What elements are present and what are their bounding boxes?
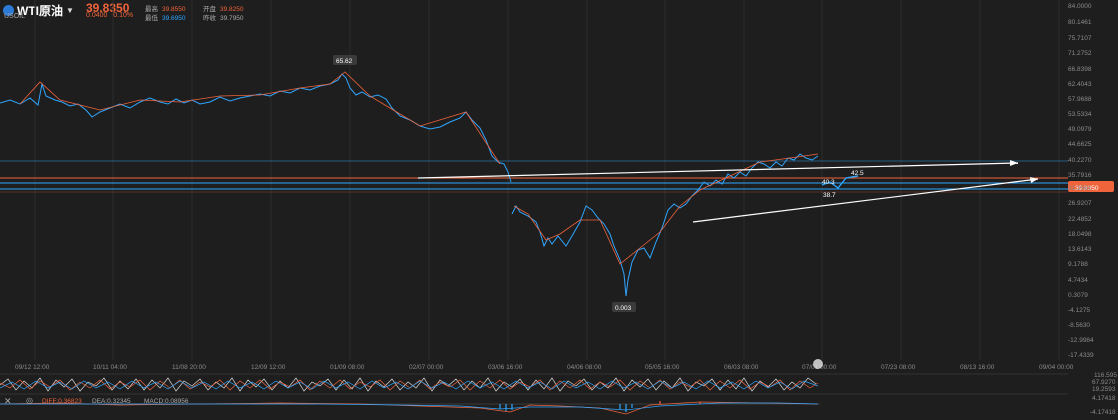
arrowhead-icon xyxy=(1010,160,1018,166)
symbol-selector[interactable]: WTI原油 ▼ xyxy=(3,2,74,19)
stat-prev: 昨收 39.7950 xyxy=(203,15,244,22)
price-tick: 35.7916 xyxy=(1068,172,1092,179)
mark-c: 42.5 xyxy=(851,170,864,177)
stat-low: 最低 39.6950 xyxy=(145,15,186,22)
trendline-upper[interactable] xyxy=(417,162,1019,179)
time-tick: 02/07 00:00 xyxy=(409,364,444,371)
kdj-line xyxy=(0,380,819,390)
time-tick: 12/09 12:00 xyxy=(251,364,286,371)
price-tick: 4.7434 xyxy=(1068,277,1088,284)
macd-tick: -4.17418 xyxy=(1090,409,1116,416)
price-tick: 75.7107 xyxy=(1068,35,1092,42)
time-tick: 08/13 16:00 xyxy=(960,364,995,371)
indicator-tick: 116.595 xyxy=(1094,372,1117,379)
price-tick: 44.6625 xyxy=(1068,141,1092,148)
trendline-lower[interactable] xyxy=(692,178,1039,223)
change-percent: 0.10% xyxy=(113,12,134,19)
time-tick: 04/06 08:00 xyxy=(567,364,602,371)
price-tick: 53.5334 xyxy=(1068,111,1092,118)
macd-value: MACD:0.08956 xyxy=(144,398,189,405)
kdj-line xyxy=(0,377,817,392)
current-price-value: 39.8350 xyxy=(1075,185,1099,192)
price-tick: -8.5630 xyxy=(1068,322,1090,329)
price-tick: -12.9984 xyxy=(1068,337,1094,344)
price-tick: 0.3079 xyxy=(1068,292,1088,299)
price-tick: 84.0000 xyxy=(1068,3,1092,10)
stat-high: 最高 39.8550 xyxy=(145,6,186,13)
last-price: 39.8350 xyxy=(86,1,130,15)
price-tick: 9.1788 xyxy=(1068,261,1088,268)
stat-open: 开盘 39.8250 xyxy=(203,6,244,13)
price-tick: 13.6143 xyxy=(1068,246,1092,253)
price-tick: 40.2270 xyxy=(1068,157,1092,164)
time-tick: 01/09 08:00 xyxy=(330,364,365,371)
price-tick: 18.0498 xyxy=(1068,231,1092,238)
time-tick: 03/06 16:00 xyxy=(488,364,523,371)
eye-icon[interactable]: ◎ xyxy=(26,396,33,405)
time-tick: 06/03 08:00 xyxy=(724,364,759,371)
price-axis: 84.0000 80.1461 75.7107 71.2752 66.8398 … xyxy=(1068,3,1094,359)
time-tick: 09/12 12:00 xyxy=(15,364,50,371)
peak-label: 65.62 xyxy=(336,58,353,65)
low-label: 0.003 xyxy=(615,305,632,312)
time-axis: 09/12 12:00 10/11 04:00 11/08 20:00 12/0… xyxy=(15,364,1074,371)
current-price-tag xyxy=(1068,181,1114,192)
time-tick: 10/11 04:00 xyxy=(93,364,127,371)
indicator-tick: 67.9270 xyxy=(1092,379,1116,386)
mark-a: 40.3 xyxy=(822,179,835,186)
price-tick: 26.9207 xyxy=(1068,200,1092,207)
macd-dea: DEA:0.32345 xyxy=(92,398,131,405)
close-icon[interactable]: ✕ xyxy=(4,396,12,406)
price-tick: 31.3561 xyxy=(1068,185,1092,192)
mark-b: 38.7 xyxy=(823,192,836,199)
change-value: 0.0400 xyxy=(86,12,108,19)
symbol-name: WTI原油 xyxy=(17,4,63,18)
price-tick: 66.8398 xyxy=(1068,66,1092,73)
price-change: 0.0400 0.10% xyxy=(86,12,133,19)
price-tick: -17.4339 xyxy=(1068,352,1094,359)
chevron-down-icon: ▼ xyxy=(66,6,74,15)
time-tick: 09/04 00:00 xyxy=(1039,364,1074,371)
price-tick: 62.4043 xyxy=(1068,81,1092,88)
macd-tick: 4.17418 xyxy=(1092,395,1116,402)
instrument-logo-icon xyxy=(3,5,14,16)
indicator-tick: 19.2593 xyxy=(1092,386,1116,393)
macd-histogram xyxy=(499,401,701,412)
price-tick: -4.1275 xyxy=(1068,307,1090,314)
symbol-code: USOIL xyxy=(4,13,26,20)
time-tick: 05/05 16:00 xyxy=(645,364,680,371)
projection-path[interactable] xyxy=(821,175,859,189)
price-tick: 49.0979 xyxy=(1068,126,1092,133)
price-tick: 71.2752 xyxy=(1068,50,1092,57)
macd-diff: DIFF:0.36823 xyxy=(42,398,82,405)
time-tick: 11/08 20:00 xyxy=(172,364,206,371)
quote-header: WTI原油 ▼ USOIL 39.8350 0.0400 0.10% 最高 39.… xyxy=(0,0,300,22)
price-tick: 80.1461 xyxy=(1068,19,1092,26)
time-tick: 07/23 08:00 xyxy=(881,364,916,371)
crosshair-handle[interactable] xyxy=(813,359,823,369)
price-tick: 57.9688 xyxy=(1068,96,1092,103)
arrowhead-icon xyxy=(1030,177,1038,183)
price-tick: 22.4852 xyxy=(1068,216,1092,223)
